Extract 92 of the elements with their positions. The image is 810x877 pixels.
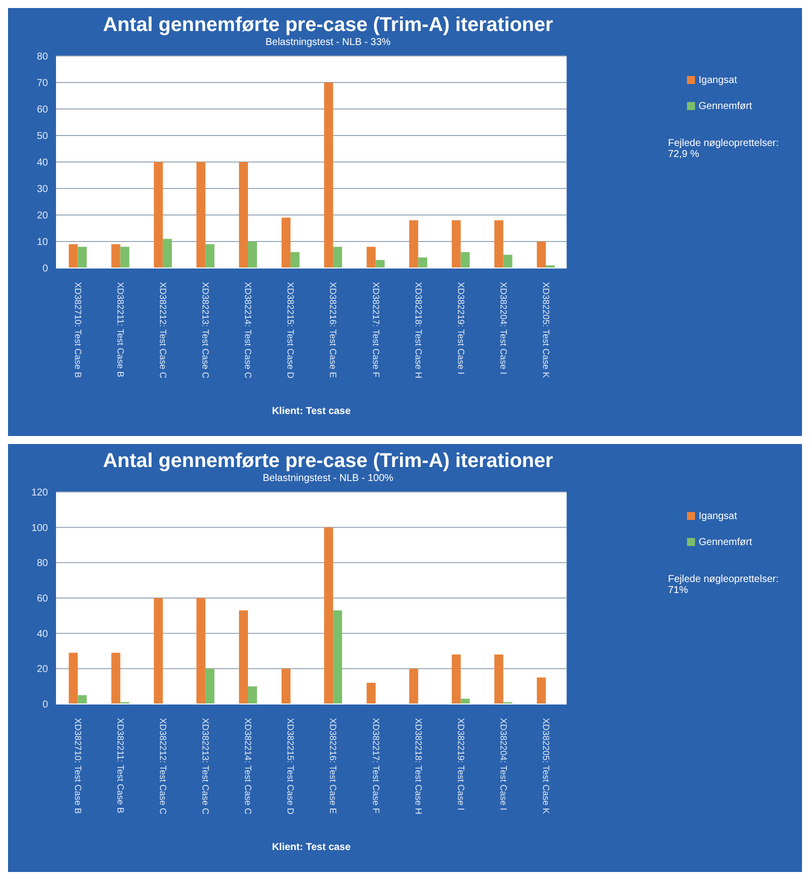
- bar: [452, 654, 461, 704]
- bar: [452, 220, 461, 268]
- chart-subtitle: Belastningstest - NLB - 100%: [262, 473, 394, 484]
- y-tick-label: 120: [31, 488, 48, 499]
- bar: [460, 252, 470, 268]
- bar: [376, 260, 385, 268]
- y-tick-label: 70: [36, 78, 48, 90]
- x-tick-label: XD382216: Test Case E: [328, 718, 338, 814]
- y-tick-label: 10: [36, 237, 48, 248]
- bar: [418, 257, 428, 268]
- bar: [154, 598, 163, 704]
- y-tick-label: 100: [31, 522, 48, 534]
- y-tick-label: 40: [36, 628, 48, 640]
- bar: [333, 610, 342, 704]
- bar: [196, 598, 206, 704]
- bar: [409, 668, 418, 704]
- x-tick-label: XD382205: Test Case K: [540, 282, 551, 378]
- bar: [282, 218, 291, 268]
- x-tick-label: XD382205: Test Case K: [540, 718, 551, 814]
- x-tick-label: XD382211: Test Case B: [115, 718, 126, 814]
- x-tick-label: XD382211: Test Case B: [115, 282, 126, 378]
- chart-title: Antal gennemførte pre-case (Trim-A) iterationer: [102, 13, 554, 37]
- bar: [282, 668, 291, 704]
- y-tick-label: 20: [36, 664, 48, 676]
- bar: [503, 254, 512, 268]
- bar: [78, 246, 87, 268]
- bar: [196, 162, 206, 268]
- x-tick-label: XD382215: Test Case D: [286, 282, 296, 379]
- bar: [162, 238, 172, 268]
- bar: [324, 82, 334, 268]
- bar: [248, 686, 257, 704]
- y-tick-label: 60: [36, 104, 48, 116]
- x-tick-label: XD382213: Test Case C: [200, 282, 211, 379]
- chart-subtitle: Belastningstest - NLB - 33%: [264, 37, 392, 48]
- x-tick-label: XD382212: Test Case C: [158, 282, 168, 379]
- x-tick-label: XD382710: Test Case B: [72, 718, 83, 814]
- text: Fejlede nøgleoprettelser: 71%: [668, 574, 780, 596]
- x-tick-label: XD382214: Test Case C: [243, 282, 254, 379]
- legend-label: Gennemført: [698, 101, 752, 112]
- x-tick-label: XD382215: Test Case D: [286, 718, 296, 815]
- bar: [366, 682, 376, 704]
- y-tick-label: 0: [42, 700, 48, 711]
- x-tick-label: XD382218: Test Case H: [413, 718, 424, 814]
- bar: [238, 610, 248, 704]
- x-tick-label: XD382218: Test Case H: [413, 282, 424, 378]
- y-tick-label: 80: [36, 558, 48, 570]
- y-tick-label: 0: [42, 264, 48, 275]
- x-tick-label: XD382212: Test Case C: [158, 718, 168, 815]
- bar: [494, 654, 504, 704]
- x-axis-title: Klient: Test case: [272, 842, 352, 853]
- y-tick-label: 80: [36, 52, 48, 63]
- legend-label: Igangsat: [698, 511, 738, 522]
- bar: [290, 252, 300, 268]
- bar: [120, 246, 130, 268]
- bar: [494, 220, 504, 268]
- bar: [68, 244, 78, 268]
- bar: [205, 244, 214, 268]
- y-tick-label: 30: [36, 184, 48, 196]
- y-tick-label: 60: [36, 594, 48, 605]
- bar: [111, 244, 120, 268]
- x-axis-title: Klient: Test case: [272, 406, 352, 417]
- x-tick-label: XD382204: Test Case I: [498, 282, 508, 374]
- y-tick-label: 40: [36, 158, 48, 169]
- bar: [248, 242, 257, 268]
- x-tick-label: XD382710: Test Case B: [72, 282, 83, 378]
- chart-title: Antal gennemførte pre-case (Trim-A) iterationer: [102, 449, 554, 473]
- x-tick-label: XD382216: Test Case E: [328, 282, 338, 378]
- bar: [154, 162, 163, 268]
- bar: [460, 698, 470, 704]
- bar: [238, 162, 248, 268]
- x-tick-label: XD382213: Test Case C: [200, 718, 211, 815]
- x-tick-label: XD382219: Test Case I: [456, 282, 466, 374]
- bar: [366, 246, 376, 268]
- legend-label: Igangsat: [698, 75, 738, 86]
- y-tick-label: 20: [36, 210, 48, 222]
- bar: [324, 527, 334, 704]
- y-tick-label: 50: [36, 131, 48, 142]
- bar: [536, 678, 546, 704]
- legend-label: Gennemført: [698, 537, 752, 548]
- x-tick-label: XD382214: Test Case C: [243, 718, 254, 815]
- bar: [409, 220, 418, 268]
- bar: [68, 652, 78, 704]
- bar: [78, 695, 87, 704]
- x-tick-label: XD382219: Test Case I: [456, 718, 466, 810]
- text: Fejlede nøgleoprettelser: 72,9 %: [668, 138, 780, 160]
- x-tick-label: XD382217: Test Case F: [370, 282, 381, 378]
- x-tick-label: XD382217: Test Case F: [370, 718, 381, 814]
- bar: [333, 246, 342, 268]
- bar: [111, 652, 120, 704]
- x-tick-label: XD382204: Test Case I: [498, 718, 508, 810]
- bar: [205, 668, 214, 704]
- bar: [536, 242, 546, 268]
